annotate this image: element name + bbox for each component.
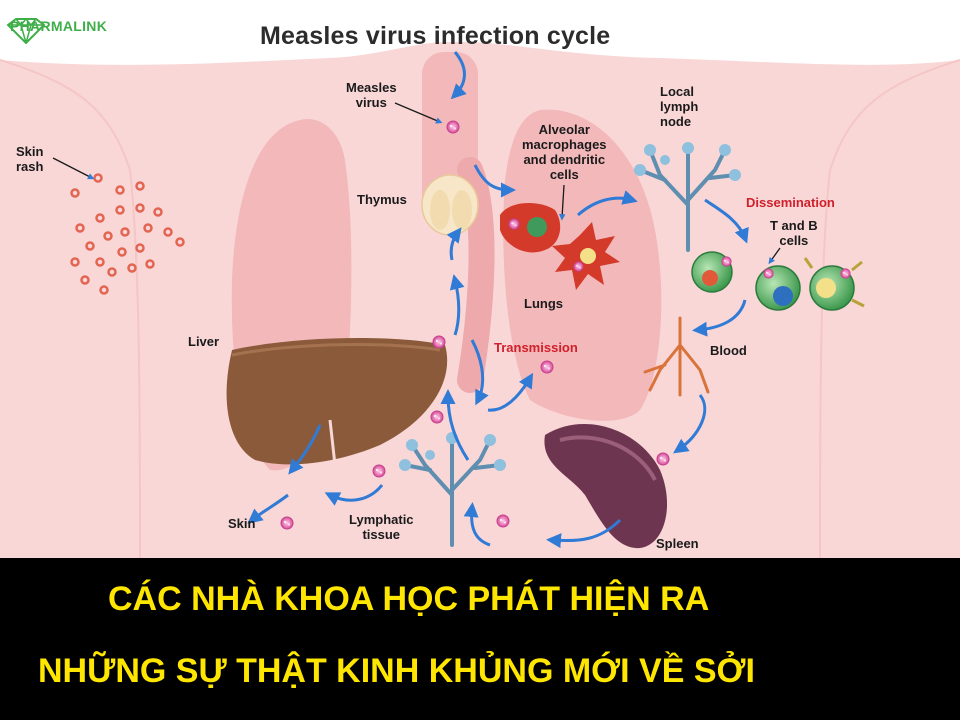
label-spleen: Spleen [656,536,699,551]
blood-vessel [643,316,710,397]
label-blood: Blood [710,343,747,358]
label-local-lymph-node: Local lymph node [660,84,699,129]
label-t-b-cells: T and B cells [770,218,818,248]
headline-line-2: NHỮNG SỰ THẬT KINH KHỦNG MỚI VỀ SỞI [38,652,755,690]
diagram-title: Measles virus infection cycle [260,22,611,50]
label-transmission: Transmission [494,340,578,355]
thymus-shape [421,174,479,236]
label-alveolar-cells: Alveolar macrophages and dendritic cells [522,122,607,182]
headline-line-1: CÁC NHÀ KHOA HỌC PHÁT HIỆN RA [108,580,710,618]
liver-shape [226,338,448,465]
label-liver: Liver [188,334,220,349]
headline-banner: CÁC NHÀ KHOA HỌC PHÁT HIỆN RA NHỮNG SỰ T… [0,558,960,720]
diagram-area: Measles virus infection cycle PHARMALINK… [0,18,960,558]
label-skin-rash: Skin rash [16,144,44,174]
infection-flow-arrows [247,51,749,549]
label-lymphatic-tissue: Lymphatic tissue [349,512,414,542]
virus-particle [446,120,460,134]
label-thymus: Thymus [357,192,407,207]
label-dissemination: Dissemination [746,195,835,210]
t-b-cells [691,251,865,311]
brand-logo[interactable]: PHARMALINK [4,18,107,44]
label-skin: Skin [228,516,256,531]
dendritic-cell [552,222,620,290]
label-measles-virus: Measles virus [346,80,397,110]
diagram-illustration [0,41,960,558]
label-lungs: Lungs [524,296,563,311]
macrophage-cell [500,203,561,253]
diamond-logo-icon [6,18,46,44]
skin-rash-dots [70,173,185,295]
